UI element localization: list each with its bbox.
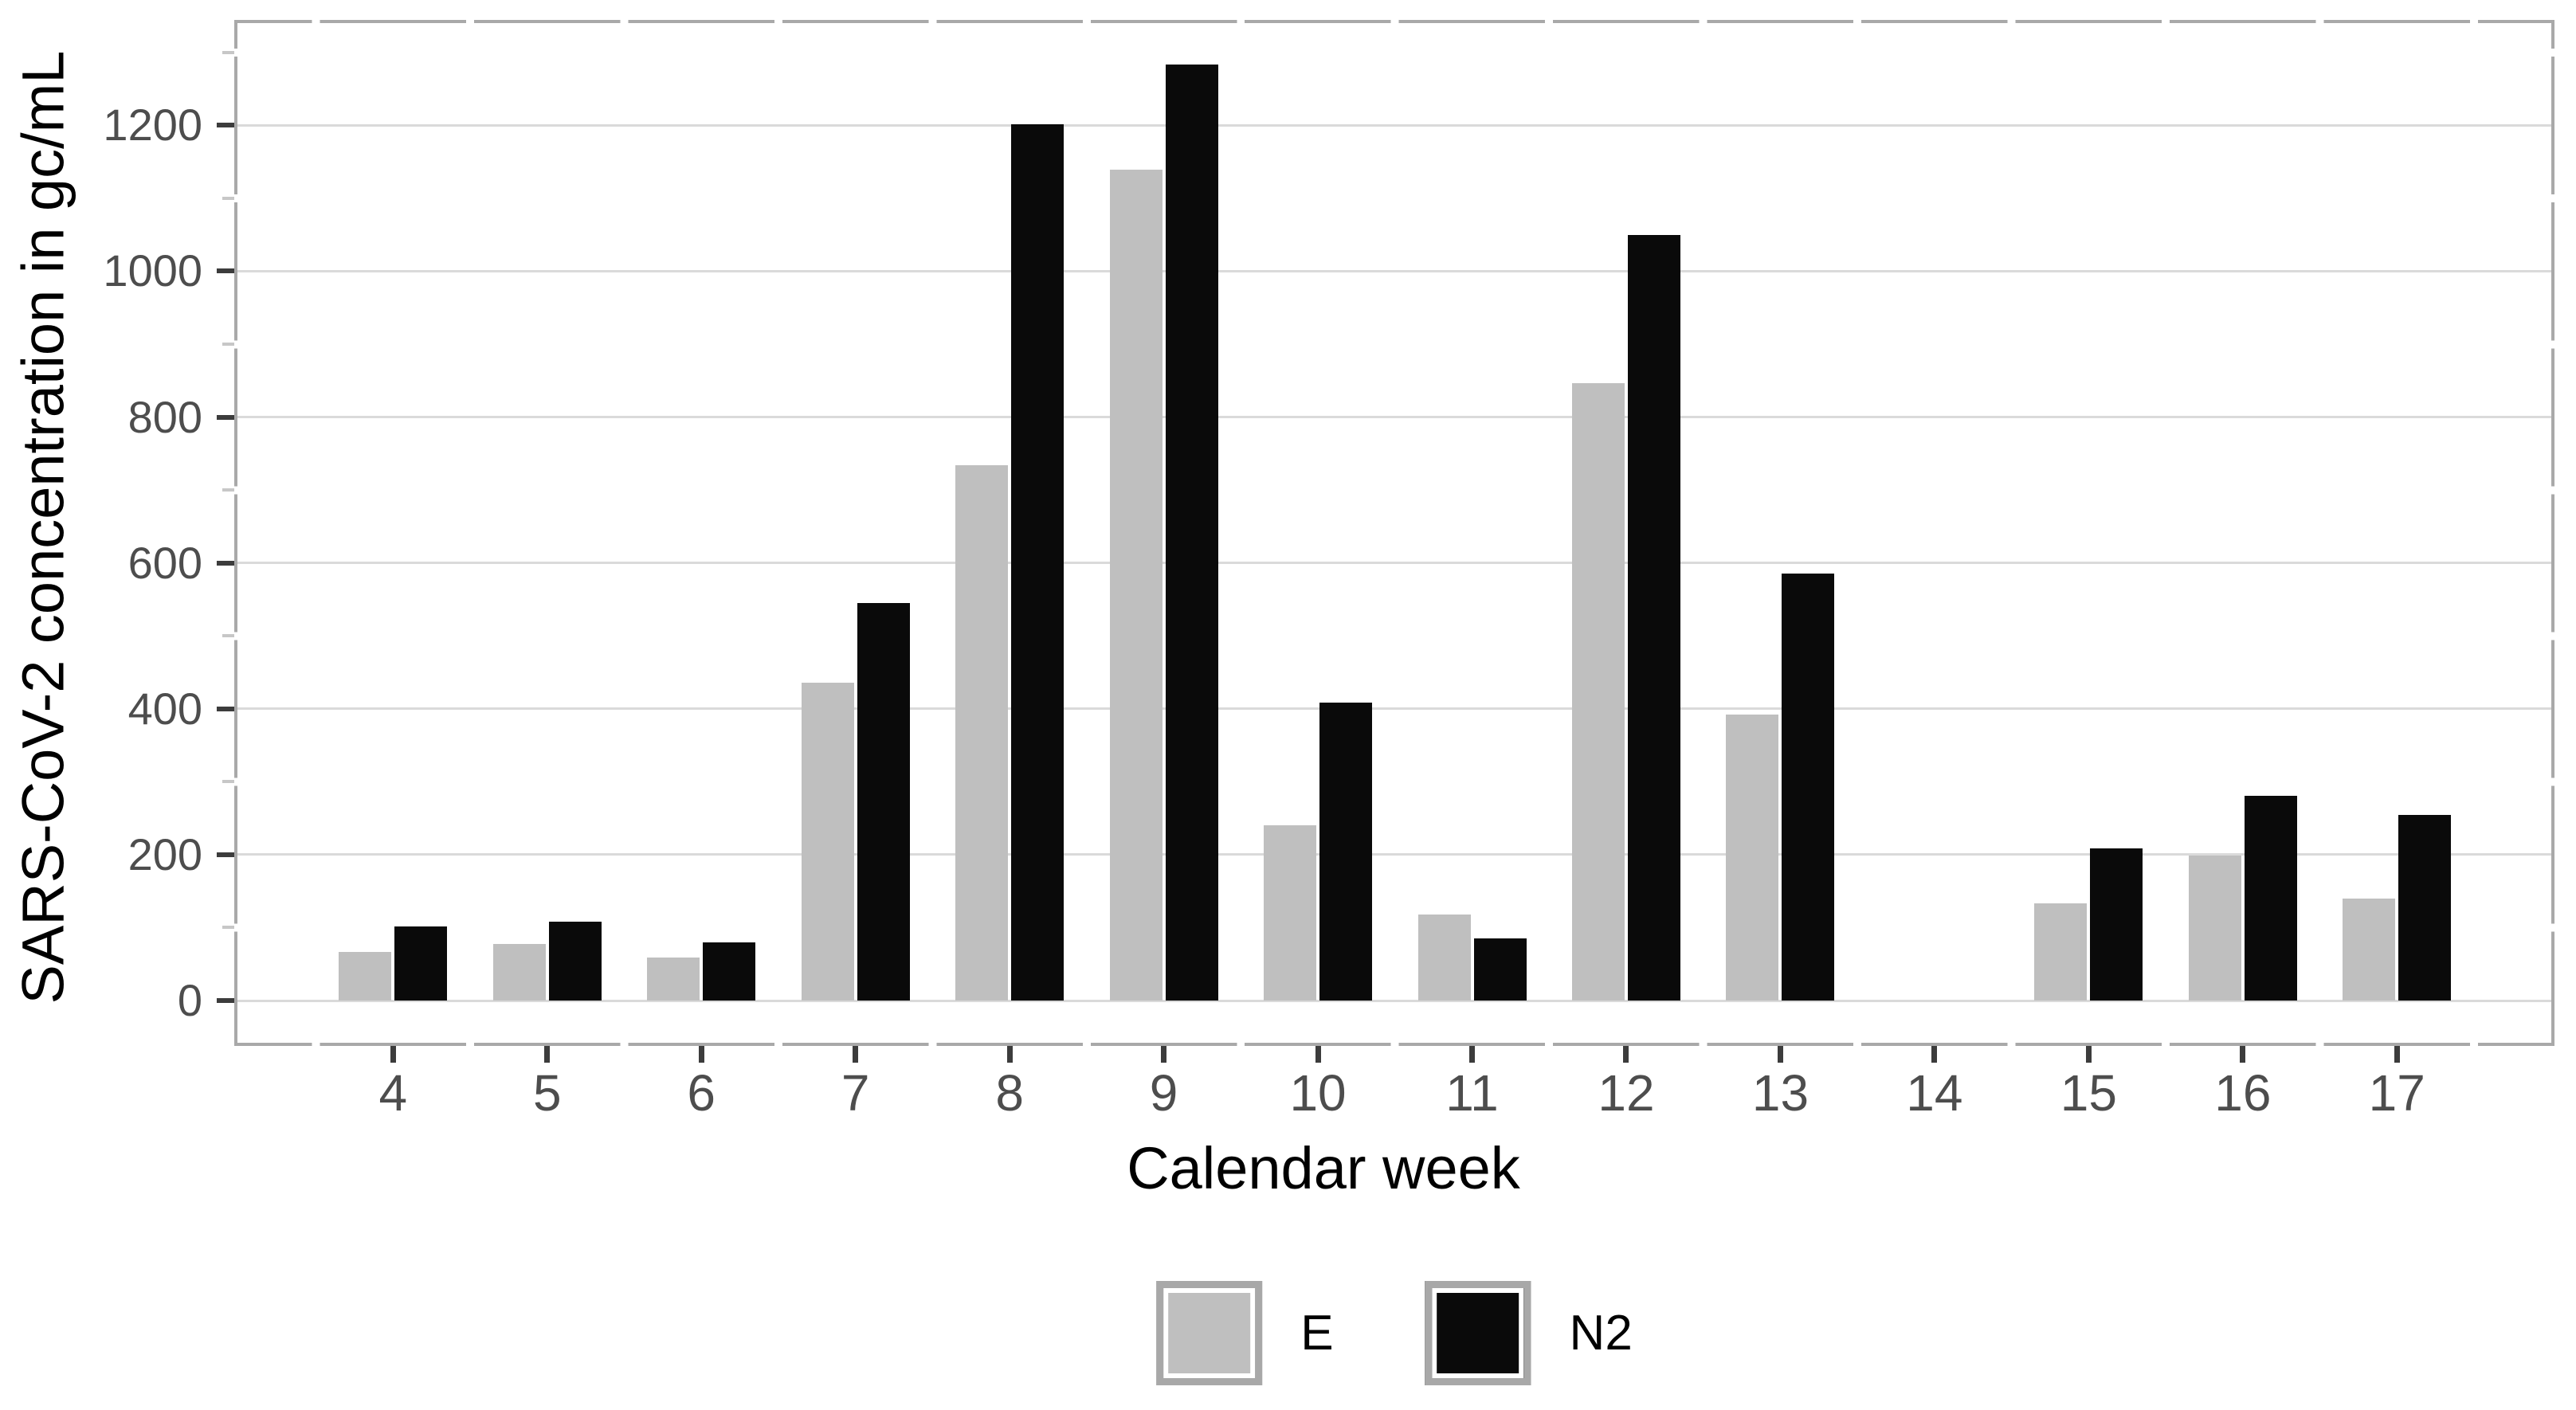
bar-E-week-6: [647, 957, 700, 1001]
x-tick-15: [2085, 1046, 2092, 1063]
legend-entry-E: E: [1156, 1281, 1334, 1385]
panel-border-bottom: [234, 1043, 2554, 1046]
legend: E N2: [1156, 1281, 1633, 1385]
y-minor-tick-300: [222, 780, 234, 784]
y-tick-label-400: 400: [127, 683, 202, 734]
x-tick-label-13: 13: [1751, 1064, 1809, 1122]
bar-N2-week-9: [1165, 65, 1218, 1001]
legend-entry-N2: N2: [1425, 1281, 1633, 1385]
bar-N2-week-11: [1473, 938, 1527, 1001]
x-tick-label-16: 16: [2214, 1064, 2272, 1122]
bar-N2-week-6: [703, 942, 756, 1001]
gridline-1200: [236, 123, 2553, 127]
y-minor-tick-100: [222, 926, 234, 930]
bar-E-week-16: [2188, 855, 2241, 1001]
gridline-1000: [236, 269, 2553, 272]
bar-E-week-17: [2343, 898, 2396, 1001]
x-tick-16: [2240, 1046, 2246, 1063]
bar-E-week-11: [1417, 914, 1471, 1001]
x-tick-label-11: 11: [1445, 1064, 1499, 1122]
bar-E-week-8: [955, 464, 1009, 1001]
x-tick-6: [698, 1046, 704, 1063]
x-tick-label-7: 7: [841, 1064, 870, 1122]
x-tick-label-14: 14: [1906, 1064, 1963, 1122]
bar-N2-week-12: [1627, 234, 1680, 1001]
y-tick-label-1000: 1000: [103, 245, 202, 296]
x-tick-17: [2394, 1046, 2400, 1063]
y-minor-tick-1300: [222, 50, 234, 54]
gridline-800: [236, 416, 2553, 419]
x-tick-13: [1777, 1046, 1783, 1063]
bar-N2-week-5: [548, 922, 602, 1001]
bar-N2-week-16: [2244, 795, 2297, 1001]
y-tick-label-0: 0: [177, 975, 202, 1025]
x-tick-label-5: 5: [532, 1064, 562, 1122]
y-tick-label-200: 200: [127, 828, 202, 879]
bar-N2-week-10: [1319, 703, 1373, 1001]
bar-N2-week-4: [394, 926, 448, 1001]
legend-key-E: [1156, 1281, 1263, 1385]
x-tick-4: [390, 1046, 396, 1063]
y-tick-label-800: 800: [127, 391, 202, 442]
bar-E-week-15: [2034, 903, 2088, 1001]
y-minor-tick-900: [222, 342, 234, 346]
bar-N2-week-13: [1782, 574, 1835, 1001]
x-tick-14: [1931, 1046, 1938, 1063]
x-tick-9: [1161, 1046, 1167, 1063]
x-tick-label-8: 8: [995, 1064, 1024, 1122]
panel-border-left: [234, 20, 237, 1046]
panel-border-right: [2551, 20, 2554, 1046]
x-tick-label-10: 10: [1289, 1064, 1347, 1122]
y-tick-600: [217, 560, 234, 566]
x-tick-8: [1006, 1046, 1013, 1063]
gridline-0: [236, 999, 2553, 1002]
y-tick-label-600: 600: [127, 537, 202, 588]
x-tick-label-15: 15: [2060, 1064, 2117, 1122]
bar-N2-week-7: [857, 603, 910, 1001]
x-tick-label-17: 17: [2368, 1064, 2425, 1122]
bar-N2-week-8: [1011, 124, 1065, 1001]
y-minor-tick-700: [222, 488, 234, 492]
x-tick-label-12: 12: [1598, 1064, 1655, 1122]
x-axis-title: Calendar week: [1127, 1135, 1520, 1201]
x-tick-7: [853, 1046, 859, 1063]
gridline-200: [236, 853, 2553, 856]
y-tick-800: [217, 414, 234, 420]
y-minor-tick-1100: [222, 196, 234, 200]
y-tick-label-1200: 1200: [103, 100, 202, 151]
x-tick-label-4: 4: [378, 1064, 408, 1122]
y-tick-200: [217, 852, 234, 857]
y-minor-tick-500: [222, 634, 234, 638]
legend-label-E: E: [1300, 1305, 1334, 1361]
bar-E-week-13: [1726, 715, 1779, 1001]
gridline-400: [236, 707, 2553, 711]
bar-E-week-9: [1109, 170, 1163, 1001]
bar-E-week-10: [1264, 825, 1317, 1001]
plot-panel: [234, 20, 2554, 1046]
legend-key-N2: [1425, 1281, 1531, 1385]
x-tick-11: [1469, 1046, 1476, 1063]
y-tick-400: [217, 706, 234, 711]
bar-E-week-4: [339, 951, 392, 1001]
y-tick-1000: [217, 268, 234, 274]
bar-E-week-7: [801, 682, 854, 1001]
legend-label-N2: N2: [1569, 1305, 1633, 1361]
y-tick-1200: [217, 123, 234, 128]
panel-border-top: [234, 20, 2554, 23]
bar-E-week-5: [492, 943, 546, 1001]
bar-N2-week-15: [2090, 848, 2143, 1001]
gridline-600: [236, 562, 2553, 565]
bar-E-week-12: [1571, 383, 1625, 1001]
y-tick-0: [217, 998, 234, 1003]
x-tick-label-9: 9: [1149, 1064, 1178, 1122]
x-tick-5: [544, 1046, 551, 1063]
x-tick-10: [1315, 1046, 1321, 1063]
x-tick-label-6: 6: [687, 1064, 716, 1122]
bar-N2-week-17: [2398, 815, 2452, 1001]
x-tick-12: [1623, 1046, 1629, 1063]
